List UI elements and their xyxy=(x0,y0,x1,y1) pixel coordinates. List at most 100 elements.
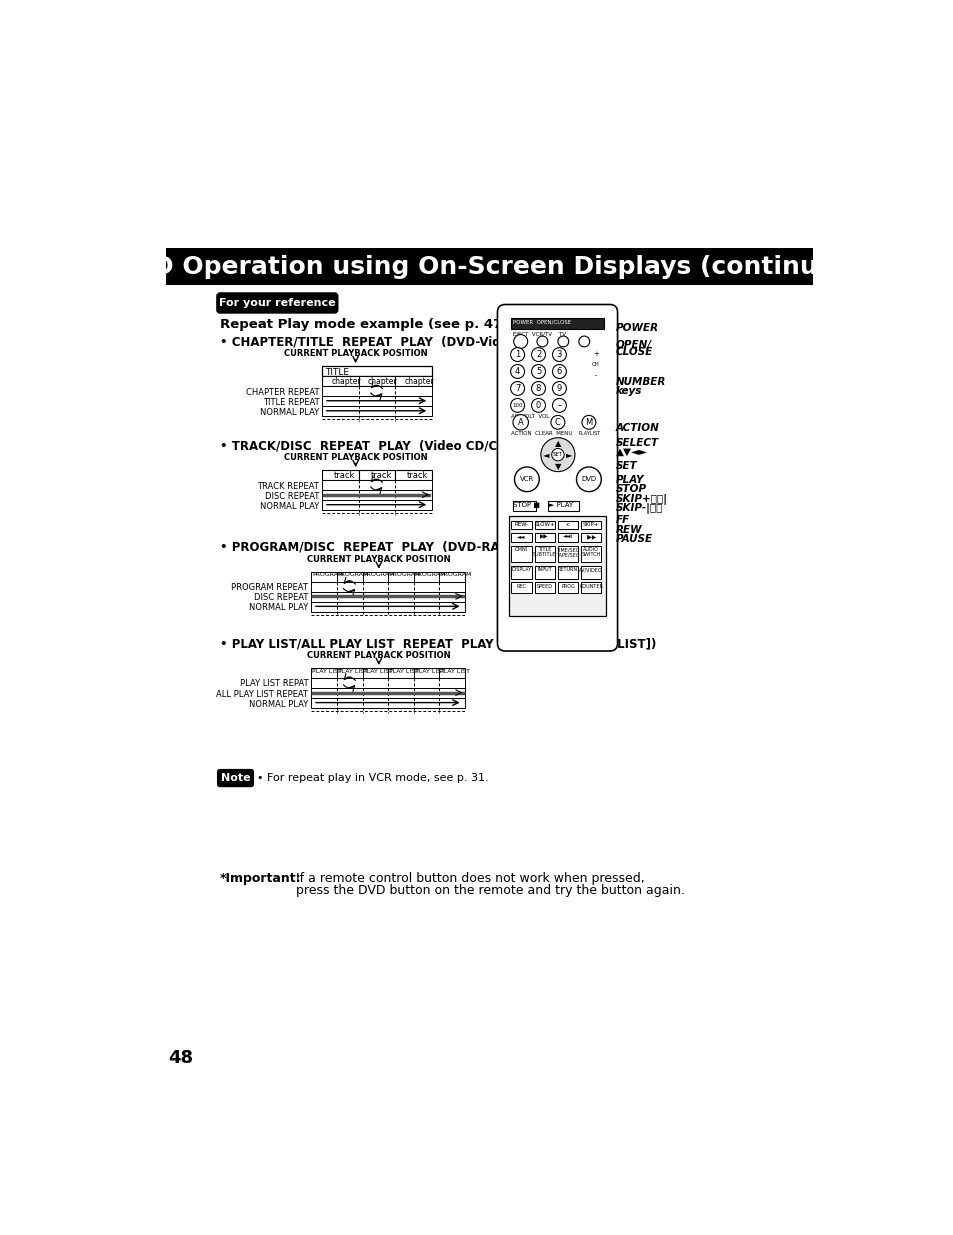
Text: NORMAL PLAY: NORMAL PLAY xyxy=(259,408,319,416)
Text: ▼: ▼ xyxy=(554,462,560,471)
Bar xyxy=(511,566,531,579)
Circle shape xyxy=(513,335,527,348)
Text: PLAY LIST: PLAY LIST xyxy=(363,668,393,674)
Bar xyxy=(534,546,555,562)
Text: CURRENT PLAYBACK POSITION: CURRENT PLAYBACK POSITION xyxy=(307,555,450,563)
Text: DISC REPEAT: DISC REPEAT xyxy=(265,492,319,500)
Text: CLOSE: CLOSE xyxy=(616,347,653,357)
Bar xyxy=(362,572,388,582)
Text: VCR: VCR xyxy=(519,477,534,483)
Text: ◄◄I: ◄◄I xyxy=(562,534,573,538)
Text: DVD: DVD xyxy=(580,477,596,483)
Text: ▲: ▲ xyxy=(554,438,560,447)
Text: TITLE: TITLE xyxy=(537,547,551,552)
Circle shape xyxy=(513,415,528,430)
Bar xyxy=(511,583,531,593)
Text: keys: keys xyxy=(616,385,641,395)
FancyBboxPatch shape xyxy=(497,305,617,651)
Text: STOP: STOP xyxy=(616,484,646,494)
Circle shape xyxy=(510,364,524,378)
Text: PLAY LIST: PLAY LIST xyxy=(415,668,444,674)
Circle shape xyxy=(531,399,545,412)
Text: -c: -c xyxy=(565,521,570,526)
Text: M: M xyxy=(584,417,592,427)
Text: ► PLAY: ► PLAY xyxy=(549,501,573,508)
Text: CH: CH xyxy=(591,362,599,367)
Bar xyxy=(388,572,414,582)
Bar xyxy=(322,471,358,480)
Bar xyxy=(439,572,464,582)
Bar xyxy=(311,601,464,611)
Text: DISPLAY: DISPLAY xyxy=(511,567,531,572)
Text: ◄: ◄ xyxy=(542,451,549,459)
Text: PROG: PROG xyxy=(560,584,575,589)
Circle shape xyxy=(537,336,547,347)
Bar xyxy=(534,566,555,579)
Bar xyxy=(439,668,464,678)
Text: STOP ■: STOP ■ xyxy=(513,501,539,508)
Bar xyxy=(580,583,600,593)
Bar xyxy=(322,490,431,500)
Bar xyxy=(311,572,336,582)
Text: OPEN/: OPEN/ xyxy=(616,340,651,350)
Text: 2: 2 xyxy=(536,350,540,359)
Text: SPEED: SPEED xyxy=(537,584,552,589)
Bar xyxy=(311,698,464,708)
Text: TITLE REPEAT: TITLE REPEAT xyxy=(262,398,319,406)
Text: PLAY LIST: PLAY LIST xyxy=(389,668,418,674)
Text: chapter: chapter xyxy=(368,377,397,385)
Bar xyxy=(166,248,812,285)
Bar xyxy=(322,500,431,510)
Text: • CHAPTER/TITLE  REPEAT  PLAY  (DVD-Video): • CHAPTER/TITLE REPEAT PLAY (DVD-Video) xyxy=(220,336,521,348)
Circle shape xyxy=(540,437,575,472)
Text: PLAY LIST: PLAY LIST xyxy=(312,668,342,674)
Text: ACTION  CLEAR  MENU: ACTION CLEAR MENU xyxy=(511,431,572,436)
Circle shape xyxy=(510,382,524,395)
Bar xyxy=(322,396,431,406)
Text: CHAPTER REPEAT: CHAPTER REPEAT xyxy=(246,388,319,396)
Bar xyxy=(322,377,358,387)
Text: 4: 4 xyxy=(515,367,519,375)
Text: SUBTITLE: SUBTITLE xyxy=(533,552,556,557)
Text: ►: ► xyxy=(566,451,572,459)
Text: SWITCH: SWITCH xyxy=(581,552,600,557)
Text: PROGRAM: PROGRAM xyxy=(389,573,420,578)
Text: SKIP+: SKIP+ xyxy=(582,521,598,526)
Bar xyxy=(311,668,336,678)
Text: C: C xyxy=(555,417,560,427)
Text: If a remote control button does not work when pressed,: If a remote control button does not work… xyxy=(295,872,644,885)
FancyBboxPatch shape xyxy=(216,293,337,312)
Text: SET: SET xyxy=(616,461,638,472)
Text: AUDIO: AUDIO xyxy=(582,547,598,552)
Text: 7: 7 xyxy=(515,384,519,393)
Bar xyxy=(511,319,603,330)
Bar xyxy=(558,546,578,562)
Bar xyxy=(311,678,464,688)
Bar xyxy=(580,566,600,579)
Text: • For repeat play in VCR mode, see p. 31.: • For repeat play in VCR mode, see p. 31… xyxy=(257,773,488,783)
Text: -: - xyxy=(557,400,561,410)
Text: POWER  OPEN/CLOSE: POWER OPEN/CLOSE xyxy=(513,319,571,324)
Circle shape xyxy=(551,448,563,461)
Bar xyxy=(322,406,431,416)
Text: 0: 0 xyxy=(536,401,540,410)
Text: AV/VIDEO: AV/VIDEO xyxy=(578,567,602,572)
Text: • PROGRAM/DISC  REPEAT  PLAY  (DVD-RAM [PROGRAM]): • PROGRAM/DISC REPEAT PLAY (DVD-RAM [PRO… xyxy=(220,541,598,555)
Circle shape xyxy=(531,364,545,378)
Text: CURRENT PLAYBACK POSITION: CURRENT PLAYBACK POSITION xyxy=(307,651,450,659)
Text: FF: FF xyxy=(616,515,630,525)
Text: track: track xyxy=(406,471,428,480)
Bar xyxy=(534,521,555,530)
Bar xyxy=(395,377,431,387)
Text: NUMBER: NUMBER xyxy=(616,377,666,387)
Text: 8: 8 xyxy=(536,384,540,393)
Text: 6: 6 xyxy=(557,367,561,375)
Text: track: track xyxy=(370,471,392,480)
Text: EJECT  VCR/TV    TV: EJECT VCR/TV TV xyxy=(513,332,565,337)
Text: +: + xyxy=(593,351,598,357)
Text: PROGRAM REPEAT: PROGRAM REPEAT xyxy=(232,583,308,593)
FancyBboxPatch shape xyxy=(217,769,253,787)
Text: press the DVD button on the remote and try the button again.: press the DVD button on the remote and t… xyxy=(295,884,684,898)
Bar xyxy=(534,534,555,542)
Circle shape xyxy=(514,467,538,492)
